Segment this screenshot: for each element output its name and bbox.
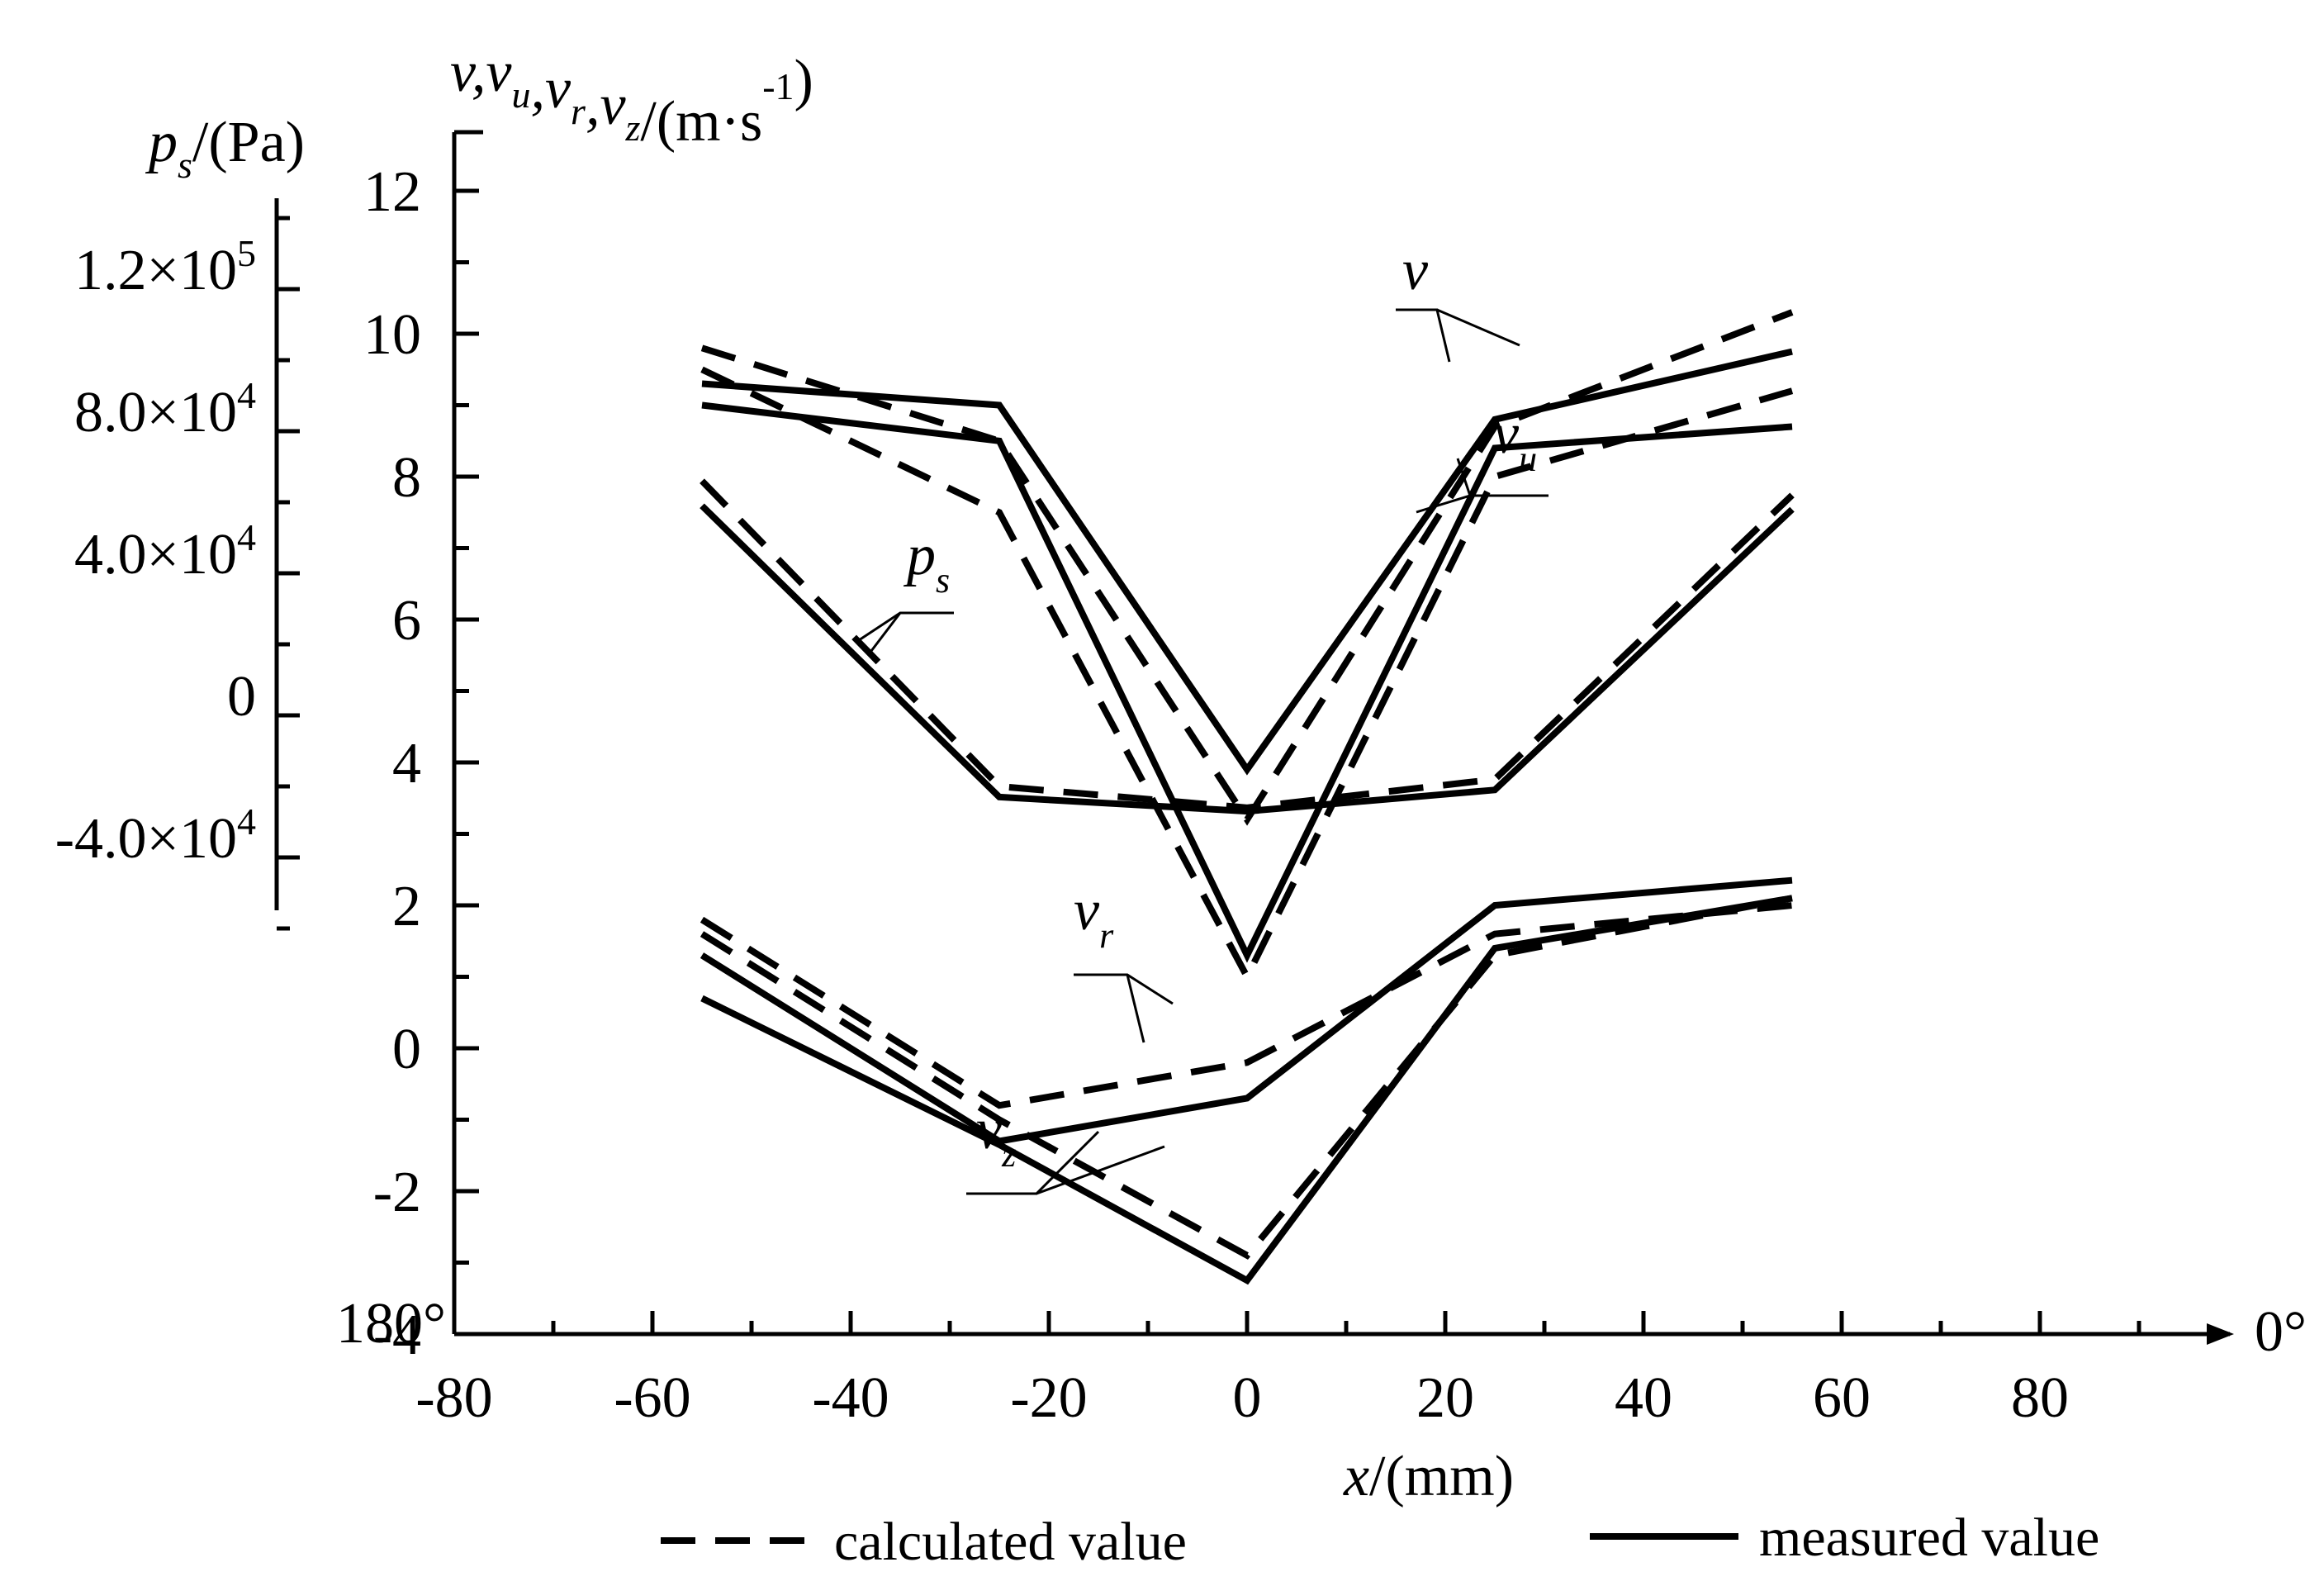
ps-tick-label: -4.0×104 — [55, 800, 256, 871]
series-ps-measured — [700, 503, 1795, 815]
series-vz-calculated — [700, 895, 1793, 1260]
annotation-vz: vz — [976, 1098, 1016, 1175]
x-tick-label: -40 — [812, 1366, 889, 1430]
leader-ps-2 — [870, 612, 902, 652]
leader-v-2 — [1436, 308, 1520, 347]
y-tick-label: 2 — [392, 875, 421, 938]
ps-axis-ticks — [277, 216, 300, 931]
x-ticks — [452, 1311, 2141, 1334]
series-vu-calculated — [700, 366, 1794, 985]
annotation-vr: vr — [1074, 879, 1114, 956]
leader-vr — [1074, 973, 1174, 1005]
ps-tick-labels: -4.0×104 0 4.0×104 8.0×104 1.2×105 — [55, 232, 256, 871]
x-tick-label: -80 — [415, 1366, 492, 1430]
annotation-leaders — [858, 308, 1549, 1195]
x-axis-title: x/(mm) — [1343, 1445, 1514, 1508]
x-tick-label: 40 — [1615, 1366, 1672, 1430]
x-tick-label: 60 — [1813, 1366, 1871, 1430]
y-tick-label: 12 — [363, 160, 421, 224]
x-start-label: 180° — [336, 1292, 446, 1356]
series-vr-calculated — [700, 902, 1793, 1109]
leader-v — [1396, 308, 1451, 363]
leader-vr-2 — [1126, 974, 1145, 1043]
leader-ps — [858, 611, 954, 642]
y-tick-label: 6 — [392, 589, 421, 653]
y-ticks — [454, 188, 479, 1337]
leader-vz-2 — [1036, 1145, 1165, 1195]
legend-measured-label: measured value — [1759, 1508, 2099, 1568]
leader-vu-2 — [1456, 458, 1472, 496]
y-tick-label: -4 — [373, 1303, 421, 1367]
ps-tick-label: 0 — [227, 665, 256, 729]
series-vu-measured — [701, 401, 1793, 963]
y-tick-label: 0 — [392, 1018, 421, 1081]
x-tick-label: -20 — [1010, 1366, 1087, 1430]
y-axis-title: v,vu,vr,vz/(m·s-1) — [450, 40, 813, 154]
annotation-ps: ps — [903, 524, 950, 601]
series-v-measured — [701, 348, 1793, 776]
ps-tick-label: 8.0×104 — [74, 374, 256, 444]
series-v-calculated — [700, 309, 1794, 826]
y-tick-labels: -4 -2 0 2 4 6 8 10 12 — [363, 160, 421, 1367]
annotation-v: v — [1402, 239, 1429, 302]
series-vz-measured — [700, 895, 1793, 1285]
legend: calculated value measured value — [661, 1508, 2099, 1572]
annotation-vu: vu — [1493, 402, 1537, 479]
annotation-labels: v vu ps vr vz — [903, 239, 1537, 1175]
x-tick-label: 0 — [1233, 1366, 1262, 1430]
series-vr-measured — [700, 876, 1793, 1145]
ps-tick-label: 4.0×104 — [74, 516, 256, 586]
y-tick-label: 10 — [363, 303, 421, 367]
x-end-label: 0° — [2255, 1300, 2307, 1364]
y-tick-label: -2 — [373, 1161, 421, 1224]
x-tick-label: 80 — [2011, 1366, 2069, 1430]
y-tick-label: 4 — [392, 732, 421, 795]
x-tick-labels: -80 -60 -40 -20 0 20 40 60 80 — [415, 1366, 2069, 1430]
series-group — [700, 309, 1795, 1285]
x-axis-arrow — [2207, 1323, 2234, 1345]
ps-axis-title: ps/(Pa) — [145, 111, 305, 186]
legend-calculated-label: calculated value — [834, 1512, 1187, 1572]
x-tick-label: -60 — [614, 1366, 690, 1430]
x-tick-label: 20 — [1416, 1366, 1474, 1430]
series-ps-calculated — [700, 478, 1795, 811]
ps-tick-label: 1.2×105 — [74, 232, 256, 302]
y-tick-label: 8 — [392, 446, 421, 510]
